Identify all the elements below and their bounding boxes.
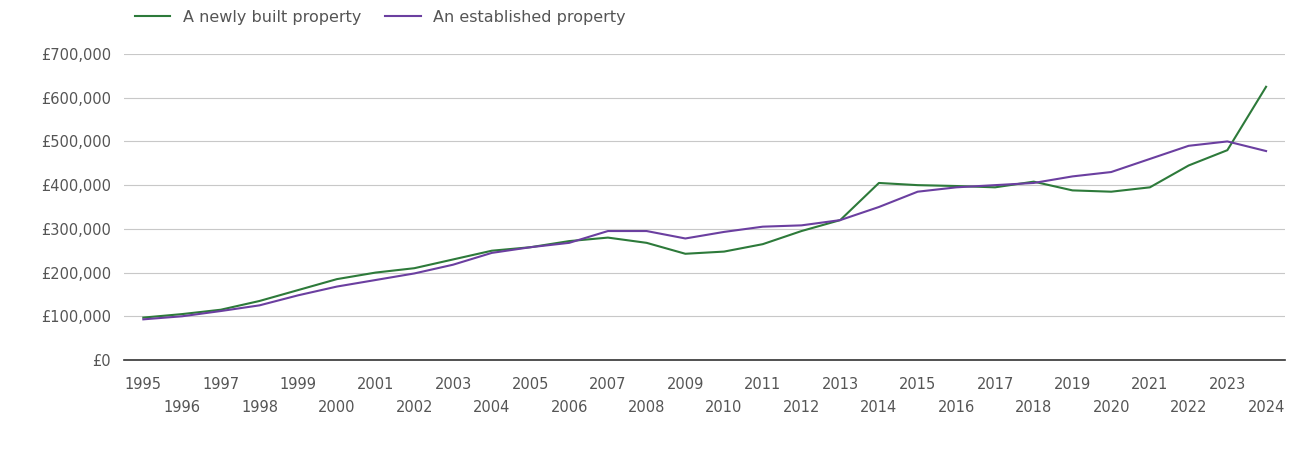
Text: 2010: 2010 <box>706 400 743 415</box>
Text: 1999: 1999 <box>279 377 317 392</box>
Legend: A newly built property, An established property: A newly built property, An established p… <box>129 4 633 32</box>
An established property <box>1142 156 1158 162</box>
A newly built property <box>175 311 191 317</box>
An established property <box>407 271 423 276</box>
An established property <box>793 223 809 228</box>
A newly built property <box>988 184 1004 190</box>
Text: 2020: 2020 <box>1092 400 1130 415</box>
Text: 1996: 1996 <box>163 400 201 415</box>
A newly built property <box>368 270 384 275</box>
A newly built property <box>213 307 228 312</box>
A newly built property <box>1104 189 1120 194</box>
A newly built property <box>445 257 461 262</box>
An established property <box>291 292 307 298</box>
Text: 1998: 1998 <box>241 400 278 415</box>
A newly built property <box>910 182 925 188</box>
An established property <box>600 228 616 234</box>
An established property <box>561 240 577 246</box>
An established property <box>252 303 268 308</box>
An established property <box>1181 143 1197 148</box>
A newly built property <box>872 180 887 186</box>
Text: 1995: 1995 <box>125 377 162 392</box>
A newly built property <box>329 276 345 282</box>
An established property <box>368 277 384 283</box>
Text: 2014: 2014 <box>860 400 898 415</box>
An established property <box>1104 169 1120 175</box>
A newly built property <box>756 242 771 247</box>
Text: 2002: 2002 <box>395 400 433 415</box>
Text: 2013: 2013 <box>822 377 859 392</box>
An established property <box>949 184 964 190</box>
A newly built property <box>291 288 307 293</box>
Text: 2015: 2015 <box>899 377 936 392</box>
A newly built property <box>561 238 577 244</box>
An established property <box>445 262 461 267</box>
Text: 2018: 2018 <box>1015 400 1052 415</box>
An established property <box>213 308 228 314</box>
Text: 2012: 2012 <box>783 400 820 415</box>
Text: 1997: 1997 <box>202 377 239 392</box>
An established property <box>329 284 345 289</box>
A newly built property <box>407 266 423 271</box>
Text: 2003: 2003 <box>435 377 471 392</box>
Text: 2006: 2006 <box>551 400 587 415</box>
A newly built property <box>639 240 655 246</box>
A newly built property <box>949 183 964 189</box>
Text: 2009: 2009 <box>667 377 703 392</box>
A newly built property <box>677 251 693 256</box>
An established property <box>677 236 693 241</box>
A newly built property <box>252 298 268 304</box>
Line: An established property: An established property <box>144 141 1266 320</box>
A newly built property <box>600 235 616 240</box>
Text: 2011: 2011 <box>744 377 782 392</box>
Text: 2019: 2019 <box>1054 377 1091 392</box>
Text: 2000: 2000 <box>318 400 356 415</box>
An established property <box>833 217 848 223</box>
An established property <box>910 189 925 194</box>
An established property <box>872 204 887 210</box>
Text: 2023: 2023 <box>1208 377 1246 392</box>
Text: 2001: 2001 <box>358 377 394 392</box>
A newly built property <box>1026 179 1041 184</box>
A newly built property <box>1258 84 1274 90</box>
An established property <box>484 250 500 256</box>
A newly built property <box>1142 184 1158 190</box>
Text: 2005: 2005 <box>512 377 549 392</box>
Text: 2016: 2016 <box>938 400 975 415</box>
An established property <box>1258 148 1274 154</box>
Text: 2017: 2017 <box>976 377 1014 392</box>
An established property <box>716 229 732 234</box>
A newly built property <box>1065 188 1081 193</box>
A newly built property <box>793 228 809 234</box>
Text: 2022: 2022 <box>1169 400 1207 415</box>
An established property <box>1065 174 1081 179</box>
An established property <box>136 317 151 322</box>
Text: 2007: 2007 <box>589 377 626 392</box>
A newly built property <box>1181 163 1197 168</box>
Text: 2004: 2004 <box>474 400 510 415</box>
An established property <box>639 228 655 234</box>
An established property <box>988 182 1004 188</box>
An established property <box>1220 139 1236 144</box>
A newly built property <box>1220 148 1236 153</box>
An established property <box>175 314 191 319</box>
An established property <box>523 244 539 250</box>
An established property <box>756 224 771 230</box>
Line: A newly built property: A newly built property <box>144 87 1266 318</box>
A newly built property <box>136 315 151 320</box>
Text: 2021: 2021 <box>1131 377 1168 392</box>
A newly built property <box>716 249 732 254</box>
A newly built property <box>484 248 500 253</box>
A newly built property <box>523 244 539 250</box>
Text: 2008: 2008 <box>628 400 666 415</box>
An established property <box>1026 180 1041 186</box>
Text: 2024: 2024 <box>1248 400 1284 415</box>
A newly built property <box>833 217 848 223</box>
